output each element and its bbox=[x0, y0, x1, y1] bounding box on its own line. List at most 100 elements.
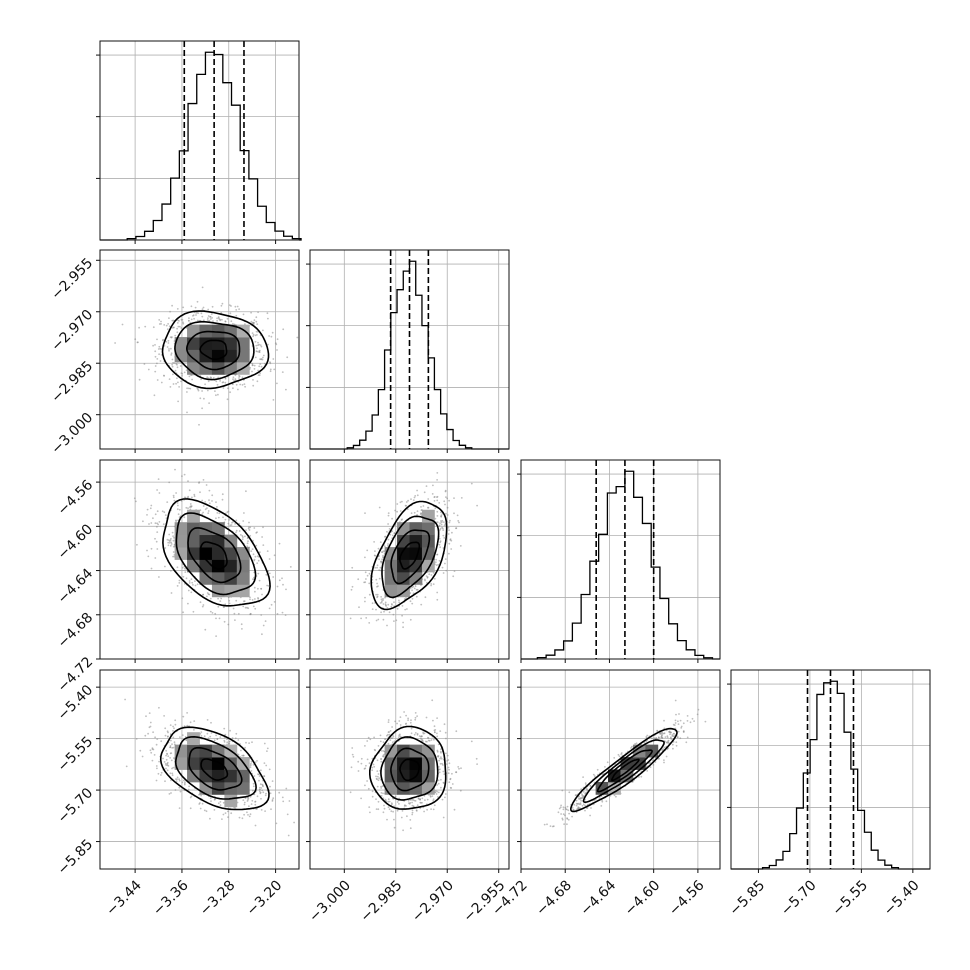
scatter-point bbox=[167, 339, 170, 342]
scatter-point bbox=[398, 599, 400, 602]
scatter-point bbox=[364, 767, 367, 770]
scatter-point bbox=[256, 562, 259, 565]
scatter-point bbox=[387, 523, 389, 525]
scatter-point bbox=[671, 743, 674, 746]
scatter-point bbox=[386, 530, 388, 533]
scatter-point bbox=[243, 813, 246, 816]
scatter-point bbox=[443, 723, 446, 726]
scatter-point bbox=[263, 762, 266, 764]
scatter-point bbox=[432, 800, 434, 802]
scatter-point bbox=[415, 595, 418, 598]
scatter-point bbox=[244, 606, 247, 609]
scatter-point bbox=[183, 725, 186, 728]
scatter-point bbox=[216, 506, 218, 508]
scatter-point bbox=[367, 787, 370, 790]
scatter-point bbox=[381, 558, 383, 561]
scatter-point bbox=[235, 529, 238, 532]
scatter-point bbox=[276, 382, 278, 385]
scatter-point bbox=[689, 721, 692, 724]
scatter-point bbox=[560, 813, 562, 815]
scatter-point bbox=[580, 799, 582, 802]
scatter-point bbox=[409, 587, 412, 590]
scatter-point bbox=[446, 760, 448, 762]
scatter-point bbox=[198, 481, 201, 483]
scatter-point bbox=[254, 824, 257, 827]
scatter-point bbox=[163, 715, 166, 717]
scatter-point bbox=[424, 579, 426, 582]
scatter-point bbox=[436, 515, 439, 517]
scatter-point bbox=[421, 797, 424, 800]
scatter-point bbox=[427, 498, 430, 500]
scatter-point bbox=[198, 423, 200, 426]
scatter-point bbox=[408, 803, 411, 805]
scatter-point bbox=[440, 748, 442, 751]
scatter-point bbox=[368, 762, 371, 765]
scatter-point bbox=[199, 601, 202, 604]
scatter-point bbox=[437, 563, 440, 566]
scatter-point bbox=[158, 521, 161, 523]
scatter-point bbox=[357, 578, 360, 581]
scatter-point bbox=[170, 592, 173, 594]
scatter-point bbox=[216, 512, 219, 514]
scatter-point bbox=[259, 791, 262, 794]
histogram-panel-3 bbox=[517, 459, 721, 660]
scatter-point bbox=[148, 523, 150, 525]
scatter-point bbox=[172, 555, 175, 558]
scatter-point bbox=[203, 397, 205, 400]
scatter-point bbox=[206, 595, 208, 598]
scatter-point bbox=[251, 548, 254, 550]
scatter-point bbox=[256, 347, 258, 350]
scatter-point bbox=[256, 350, 259, 353]
scatter-point bbox=[386, 734, 388, 737]
scatter-point bbox=[387, 544, 389, 547]
scatter-point bbox=[378, 558, 380, 561]
scatter-point bbox=[436, 495, 439, 498]
scatter-point bbox=[165, 340, 168, 343]
scatter-point bbox=[249, 526, 252, 529]
scatter-point bbox=[275, 822, 278, 825]
scatter-point bbox=[178, 778, 181, 781]
scatter-point bbox=[169, 724, 172, 726]
scatter-point bbox=[364, 745, 366, 747]
scatter-point bbox=[260, 769, 262, 772]
scatter-point bbox=[278, 542, 281, 545]
scatter-point bbox=[414, 732, 417, 734]
scatter-point bbox=[136, 543, 138, 546]
scatter-point bbox=[178, 579, 181, 582]
scatter-point bbox=[448, 499, 450, 502]
scatter-point bbox=[233, 612, 236, 615]
scatter-point bbox=[214, 390, 216, 392]
x-tick-label-2: −3.000 bbox=[306, 877, 354, 925]
scatter-point bbox=[651, 737, 653, 740]
scatter-point bbox=[402, 626, 404, 629]
scatter-point bbox=[384, 603, 387, 605]
scatter-point bbox=[575, 802, 578, 805]
scatter-point bbox=[453, 512, 455, 515]
scatter-point bbox=[166, 769, 169, 772]
scatter-point bbox=[174, 334, 177, 337]
scatter-point bbox=[221, 493, 224, 496]
scatter-point bbox=[450, 539, 453, 542]
scatter-point bbox=[234, 305, 237, 308]
panel-content bbox=[521, 670, 720, 869]
scatter-point bbox=[172, 383, 175, 385]
scatter-point bbox=[220, 597, 223, 600]
scatter-point bbox=[224, 518, 227, 521]
scatter-panel-4-1 bbox=[99, 669, 300, 870]
scatter-point bbox=[429, 794, 432, 797]
scatter-point bbox=[207, 315, 210, 317]
scatter-point bbox=[227, 816, 229, 818]
scatter-point bbox=[371, 608, 374, 610]
scatter-point bbox=[438, 759, 440, 762]
scatter-point bbox=[174, 468, 176, 471]
scatter-point bbox=[215, 617, 217, 620]
scatter-point bbox=[405, 722, 408, 725]
scatter-point bbox=[235, 519, 238, 522]
scatter-point bbox=[382, 603, 385, 605]
scatter-point bbox=[476, 504, 478, 507]
scatter-point bbox=[212, 320, 214, 322]
scatter-point bbox=[282, 583, 284, 586]
scatter-point bbox=[369, 811, 371, 814]
scatter-point bbox=[207, 512, 210, 514]
scatter-point bbox=[262, 526, 264, 529]
